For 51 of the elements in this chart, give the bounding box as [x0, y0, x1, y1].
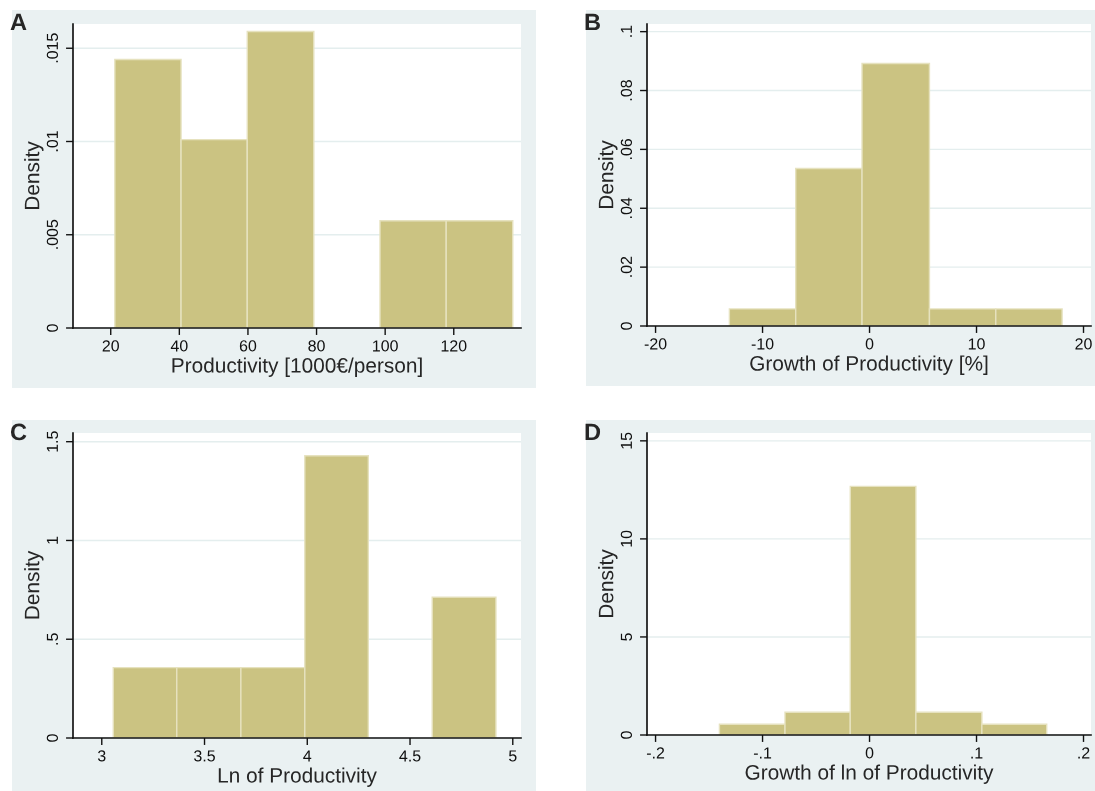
x-tick-label: 0: [865, 747, 874, 759]
y-tick-label: .06: [620, 138, 633, 160]
x-tick-label: -10: [751, 338, 774, 350]
chart-title: D: [585, 423, 601, 441]
y-tick-label: .005: [46, 219, 59, 249]
x-tick-label: 0: [865, 338, 874, 350]
x-axis-title: Growth of Productivity [%]: [750, 355, 988, 375]
y-tick-label: .01: [46, 131, 59, 152]
x-tick-label: 80: [308, 340, 325, 352]
chart-title: C: [10, 423, 27, 441]
x-tick-label: 20: [1075, 338, 1092, 350]
y-tick-label: .5: [46, 633, 59, 645]
y-axis-title: Density: [24, 141, 44, 210]
y-tick-label: 15: [620, 432, 633, 449]
y-tick-label: 0: [46, 734, 59, 742]
x-tick-label: 40: [170, 340, 188, 352]
chart-title: B: [585, 13, 600, 31]
y-axis-title: Density: [24, 550, 44, 619]
y-tick-label: .1: [620, 25, 632, 37]
y-tick-label: .08: [620, 80, 633, 101]
y-axis-title: Density: [598, 140, 618, 209]
y-tick-label: .02: [620, 256, 633, 277]
x-tick-label: -20: [644, 338, 667, 350]
y-tick-label: 0: [620, 731, 633, 739]
y-axis-title: Density: [598, 549, 618, 618]
y-tick-label: .04: [620, 197, 633, 218]
y-tick-label: 10: [620, 530, 633, 547]
y-tick-label: 0: [46, 324, 59, 332]
chart-title: A: [10, 13, 27, 31]
x-tick-label: .2: [1078, 747, 1090, 759]
x-tick-label: 60: [239, 340, 257, 352]
x-tick-label: -.2: [646, 747, 665, 759]
x-tick-label: 3: [97, 750, 106, 762]
x-tick-label: 5: [508, 750, 517, 762]
x-tick-label: 20: [102, 340, 119, 352]
x-tick-label: 4: [303, 750, 312, 762]
x-tick-label: 4.5: [399, 750, 421, 762]
y-tick-label: 0: [620, 322, 633, 330]
x-axis-title: Growth of ln of Productivity: [745, 764, 994, 784]
x-tick-label: .1: [971, 747, 983, 759]
y-tick-label: 1.5: [46, 431, 59, 452]
x-tick-label: 3.5: [194, 750, 215, 762]
x-axis-title: Productivity [1000€/person]: [172, 357, 422, 377]
y-tick-label: 1: [46, 536, 58, 544]
x-tick-label: 10: [968, 338, 985, 350]
x-axis-title: Ln of Productivity: [218, 767, 377, 787]
y-tick-label: .015: [46, 33, 59, 63]
y-tick-label: 5: [620, 633, 633, 641]
x-tick-label: -.1: [753, 747, 772, 759]
x-tick-label: 120: [441, 340, 467, 352]
x-tick-label: 100: [373, 340, 398, 352]
